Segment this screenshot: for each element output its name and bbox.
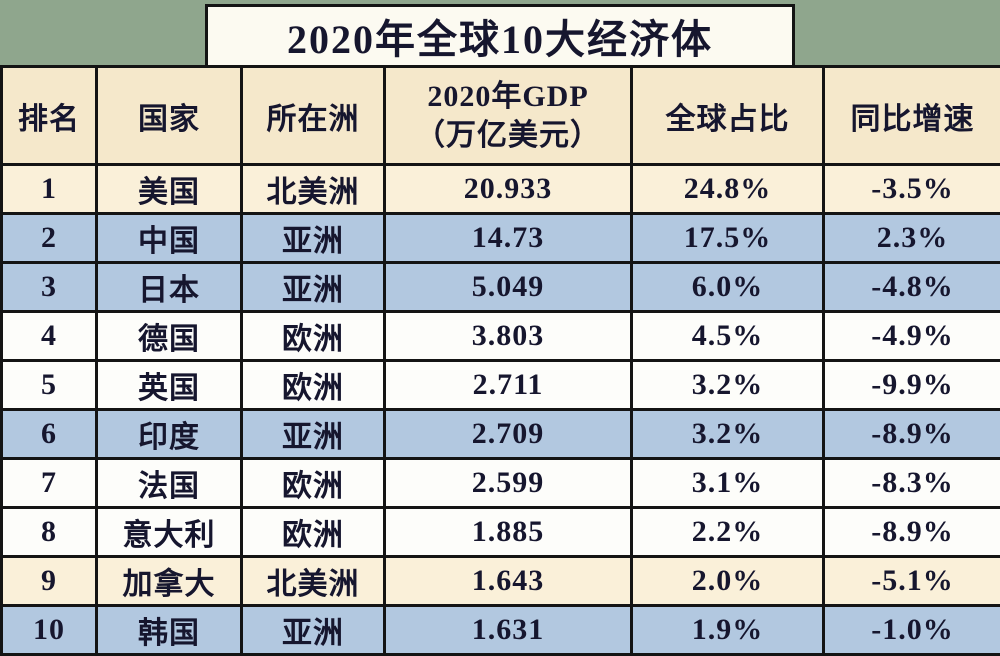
cell-country: 意大利 <box>95 506 243 558</box>
cell-growth: -1.0% <box>822 604 1000 656</box>
column-header-rank: 排名 <box>0 65 98 166</box>
cell-growth: -5.1% <box>822 555 1000 607</box>
cell-rank: 3 <box>0 261 98 313</box>
cell-share: 3.1% <box>630 457 825 509</box>
table-row: 6 印度 亚洲 2.709 3.2% -8.9% <box>0 408 1000 460</box>
cell-gdp: 20.933 <box>383 163 633 215</box>
cell-share: 3.2% <box>630 359 825 411</box>
cell-continent: 欧洲 <box>240 359 386 411</box>
cell-country: 日本 <box>95 261 243 313</box>
cell-share: 2.0% <box>630 555 825 607</box>
cell-country: 韩国 <box>95 604 243 656</box>
cell-country: 法国 <box>95 457 243 509</box>
column-header-country: 国家 <box>95 65 243 166</box>
cell-rank: 6 <box>0 408 98 460</box>
cell-continent: 欧洲 <box>240 457 386 509</box>
cell-gdp: 2.709 <box>383 408 633 460</box>
cell-rank: 2 <box>0 212 98 264</box>
column-header-growth: 同比增速 <box>822 65 1000 166</box>
header-row: 排名 国家 所在洲 2020年GDP （万亿美元） 全球占比 同比增速 <box>0 65 1000 166</box>
cell-rank: 10 <box>0 604 98 656</box>
cell-country: 德国 <box>95 310 243 362</box>
table-row: 8 意大利 欧洲 1.885 2.2% -8.9% <box>0 506 1000 558</box>
cell-share: 6.0% <box>630 261 825 313</box>
cell-gdp: 1.885 <box>383 506 633 558</box>
cell-growth: 2.3% <box>822 212 1000 264</box>
table-row: 3 日本 亚洲 5.049 6.0% -4.8% <box>0 261 1000 313</box>
table-row: 10 韩国 亚洲 1.631 1.9% -1.0% <box>0 604 1000 656</box>
cell-gdp: 1.643 <box>383 555 633 607</box>
cell-continent: 亚洲 <box>240 212 386 264</box>
cell-growth: -4.9% <box>822 310 1000 362</box>
cell-growth: -8.9% <box>822 408 1000 460</box>
table-row: 1 美国 北美洲 20.933 24.8% -3.5% <box>0 163 1000 215</box>
cell-growth: -3.5% <box>822 163 1000 215</box>
cell-gdp: 3.803 <box>383 310 633 362</box>
cell-share: 24.8% <box>630 163 825 215</box>
gdp-header-line1: 2020年GDP <box>427 79 589 113</box>
cell-continent: 北美洲 <box>240 555 386 607</box>
cell-rank: 8 <box>0 506 98 558</box>
column-header-gdp: 2020年GDP （万亿美元） <box>383 65 633 166</box>
cell-continent: 亚洲 <box>240 408 386 460</box>
cell-rank: 4 <box>0 310 98 362</box>
cell-rank: 5 <box>0 359 98 411</box>
cell-growth: -4.8% <box>822 261 1000 313</box>
cell-gdp: 2.599 <box>383 457 633 509</box>
cell-country: 中国 <box>95 212 243 264</box>
table-row: 7 法国 欧洲 2.599 3.1% -8.3% <box>0 457 1000 509</box>
cell-country: 英国 <box>95 359 243 411</box>
cell-gdp: 5.049 <box>383 261 633 313</box>
cell-share: 2.2% <box>630 506 825 558</box>
cell-continent: 北美洲 <box>240 163 386 215</box>
cell-gdp: 2.711 <box>383 359 633 411</box>
cell-growth: -8.9% <box>822 506 1000 558</box>
column-header-share: 全球占比 <box>630 65 825 166</box>
cell-growth: -9.9% <box>822 359 1000 411</box>
table-row: 2 中国 亚洲 14.73 17.5% 2.3% <box>0 212 1000 264</box>
cell-share: 1.9% <box>630 604 825 656</box>
cell-continent: 亚洲 <box>240 261 386 313</box>
cell-share: 4.5% <box>630 310 825 362</box>
column-header-continent: 所在洲 <box>240 65 386 166</box>
cell-rank: 1 <box>0 163 98 215</box>
cell-country: 印度 <box>95 408 243 460</box>
table-row: 4 德国 欧洲 3.803 4.5% -4.9% <box>0 310 1000 362</box>
cell-share: 3.2% <box>630 408 825 460</box>
cell-country: 加拿大 <box>95 555 243 607</box>
gdp-header-line2: （万亿美元） <box>415 118 601 152</box>
cell-rank: 9 <box>0 555 98 607</box>
cell-gdp: 1.631 <box>383 604 633 656</box>
cell-continent: 亚洲 <box>240 604 386 656</box>
cell-country: 美国 <box>95 163 243 215</box>
cell-gdp: 14.73 <box>383 212 633 264</box>
cell-share: 17.5% <box>630 212 825 264</box>
cell-continent: 欧洲 <box>240 310 386 362</box>
table-row: 5 英国 欧洲 2.711 3.2% -9.9% <box>0 359 1000 411</box>
cell-growth: -8.3% <box>822 457 1000 509</box>
economies-table: 排名 国家 所在洲 2020年GDP （万亿美元） 全球占比 同比增速 1 美国… <box>0 65 1000 656</box>
cell-continent: 欧洲 <box>240 506 386 558</box>
cell-rank: 7 <box>0 457 98 509</box>
page-title: 2020年全球10大经济体 <box>205 4 795 65</box>
table-row: 9 加拿大 北美洲 1.643 2.0% -5.1% <box>0 555 1000 607</box>
